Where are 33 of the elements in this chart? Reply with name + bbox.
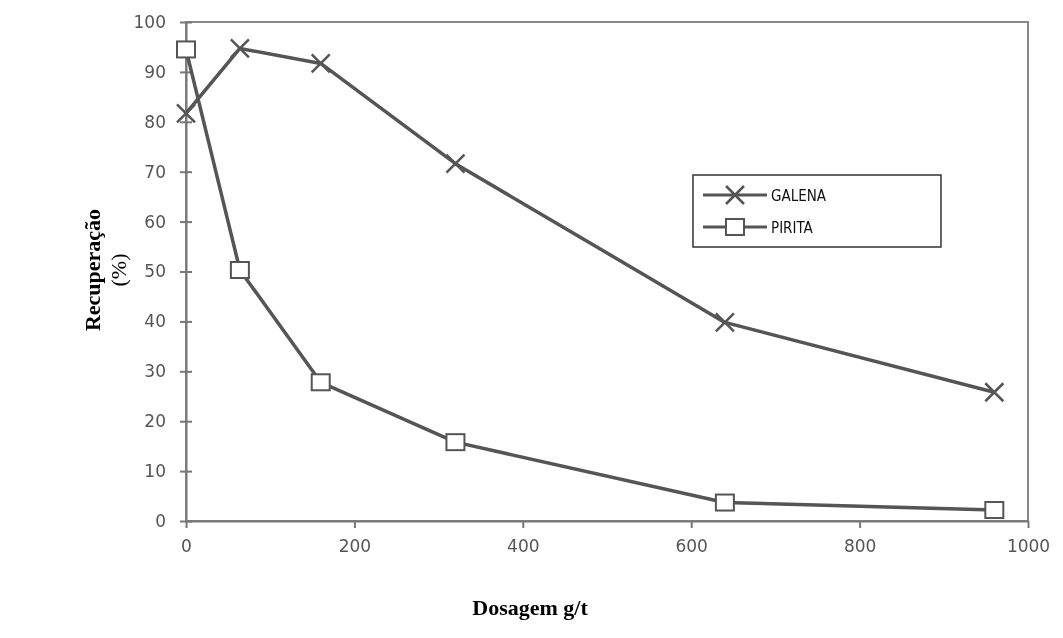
point (714, 312, 736, 333)
y-tick-label: 100 (133, 11, 166, 32)
x-tick-label: 1000 (1006, 536, 1051, 557)
point (310, 373, 331, 392)
x-tick-label: 800 (843, 536, 877, 557)
legend-label: PIRITA (771, 219, 814, 237)
x-tick-label: 600 (675, 536, 708, 557)
y-tick-label: 0 (155, 510, 166, 531)
x-axis-title: Dosagem g/t (472, 595, 589, 620)
point (229, 261, 250, 279)
point (176, 40, 196, 59)
point (445, 433, 466, 452)
y-tick-label: 90 (144, 61, 166, 82)
legend-label: GALENA (771, 187, 827, 205)
y-tick-label: 20 (144, 411, 166, 432)
point (984, 501, 1005, 520)
point (984, 382, 1005, 403)
x-tick-label: 400 (507, 536, 540, 557)
point (175, 103, 197, 124)
point (445, 153, 466, 174)
y-tick-label: 10 (144, 461, 166, 482)
y-tick-label: 60 (144, 211, 166, 232)
y-axis-title: Recuperação (%) (80, 208, 131, 332)
y-tick-label: 70 (144, 161, 166, 182)
y-tick-label: 40 (144, 311, 166, 332)
point (229, 38, 251, 59)
y-tick-label: 80 (144, 111, 166, 132)
y-tick-label: 30 (144, 361, 166, 382)
x-tick-label: 200 (338, 536, 372, 557)
x-tick-label: 0 (181, 536, 192, 557)
y-tick-label: 50 (144, 261, 166, 282)
point (714, 493, 735, 512)
point (310, 53, 331, 74)
